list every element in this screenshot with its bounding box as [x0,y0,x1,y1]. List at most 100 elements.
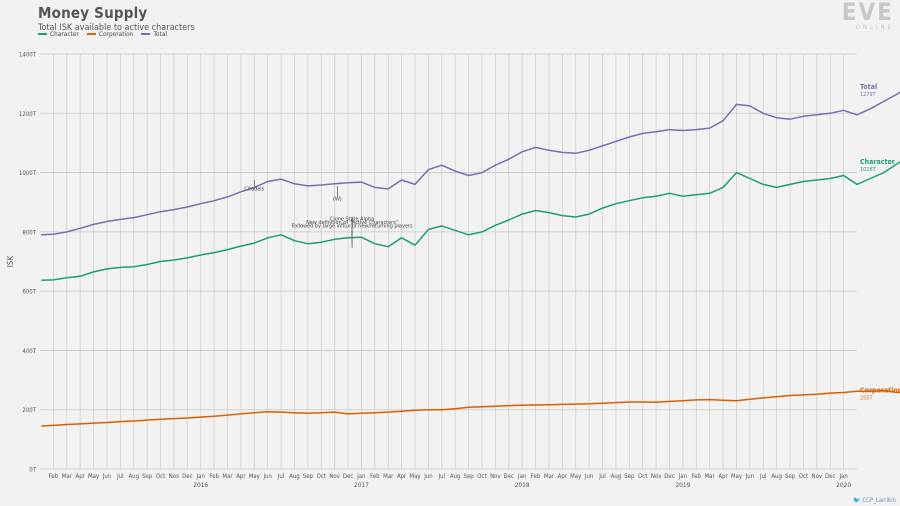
x-tick-label: Sep [142,473,153,480]
end-label-total: Total [860,83,877,91]
x-tick-label: Jul [598,473,606,480]
chart-legend: Character Corporation Total [38,30,167,38]
x-year-label: 2017 [354,481,369,489]
twitter-icon: 🐦 [853,497,861,504]
legend-swatch [86,33,96,35]
x-tick-label: Mar [705,473,716,480]
legend-item-character: Character [38,30,79,38]
series-line-corporation [41,389,900,427]
x-tick-label: May [88,473,100,480]
x-tick-label: Feb [531,473,541,480]
x-tick-label: Nov [651,473,662,480]
legend-swatch [141,33,151,35]
x-tick-label: Sep [463,473,474,480]
x-tick-label: May [731,473,743,480]
chart-header: Money Supply Total ISK available to acti… [38,4,195,33]
x-tick-label: Jan [678,473,687,480]
x-year-label: 2019 [675,481,690,489]
legend-label: Character [50,30,79,38]
x-tick-label: Aug [771,473,782,480]
x-tick-label: Oct [799,473,808,480]
x-tick-label: Jun [262,473,271,480]
horizontal-gridlines [40,53,857,470]
annotation-label: Followed by large influx of new/returnin… [292,224,413,230]
legend-swatch [38,33,47,35]
legend-item-total: Total [141,30,167,38]
x-tick-label: Nov [329,473,340,480]
x-tick-label: Nov [169,473,180,480]
eve-online-logo: EVE ONLINE [842,0,894,31]
y-axis-label: ISK [6,256,15,268]
annotation-label: New definition of "Active Characters" [306,220,398,226]
x-tick-label: Jul [438,473,446,480]
x-tick-label: Aug [289,473,300,480]
credit-label: 🐦 CCP_Larrikin [853,497,896,504]
x-tick-label: Dec [343,473,353,480]
annotation-label: Citadels [244,186,264,192]
y-tick-label: 600T [22,289,36,296]
x-tick-label: Dec [825,473,835,480]
x-tick-label: Oct [638,473,647,480]
x-tick-label: Jul [759,473,767,480]
y-tick-label: 0T [29,467,36,474]
x-tick-label: Aug [450,473,461,480]
series-line-character [41,160,900,281]
logo-text: EVE [841,0,894,26]
legend-label: Total [153,30,167,38]
x-tick-label: Aug [611,473,622,480]
y-tick-label: 1000T [19,170,37,177]
x-tick-label: Nov [812,473,823,480]
x-tick-label: Oct [477,473,486,480]
x-tick-label: Dec [182,473,192,480]
x-tick-label: Apr [236,473,246,480]
x-tick-label: Feb [49,473,59,480]
y-tick-label: 1400T [19,52,37,59]
x-tick-label: Mar [222,473,233,480]
x-tick-label: Mar [544,473,555,480]
credit-handle: CCP_Larrikin [862,497,896,504]
x-tick-label: Jan [517,473,526,480]
chart-title: Money Supply [38,4,148,22]
x-tick-label: Sep [303,473,314,480]
x-tick-label: Mar [62,473,73,480]
annotation-label: Clone State Alpha [330,217,374,223]
x-year-label: 2016 [193,481,208,489]
x-tick-label: Apr [558,473,568,480]
legend-item-corporation: Corporation [86,30,134,38]
x-tick-label: Jun [584,473,593,480]
y-tick-label: 1200T [19,111,37,118]
series-line-total [41,91,900,236]
logo-subtext: ONLINE [855,24,894,31]
end-label-character: Character [860,158,896,166]
x-tick-label: May [570,473,582,480]
x-tick-label: May [249,473,261,480]
x-tick-label: Nov [490,473,501,480]
chart-subtitle: Total ISK available to active characters [38,23,195,33]
x-tick-label: Dec [504,473,514,480]
x-tick-label: Oct [317,473,326,480]
x-tick-label: Jul [116,473,124,480]
x-tick-label: Jan [356,473,365,480]
annotation-label: (W) [333,197,342,203]
end-label-corporation: Corporation [860,386,900,394]
end-value-character: 1026T [860,167,877,173]
x-tick-label: Feb [370,473,380,480]
y-tick-label: 800T [22,229,36,236]
x-year-label: 2020 [836,481,851,489]
x-tick-label: Aug [128,473,139,480]
x-tick-label: Sep [785,473,796,480]
x-tick-label: Jun [745,473,754,480]
x-tick-label: Apr [76,473,86,480]
legend-label: Corporation [98,30,134,38]
x-tick-label: Apr [718,473,728,480]
x-tick-label: Feb [209,473,219,480]
x-tick-label: Jan [196,473,205,480]
x-tick-label: Feb [692,473,702,480]
x-year-label: 2018 [515,481,530,489]
end-value-total: 1279T [860,92,877,98]
x-tick-label: Jun [423,473,432,480]
x-tick-label: Sep [624,473,635,480]
end-value-corporation: 255T [860,395,873,401]
x-tick-label: Jan [838,473,847,480]
